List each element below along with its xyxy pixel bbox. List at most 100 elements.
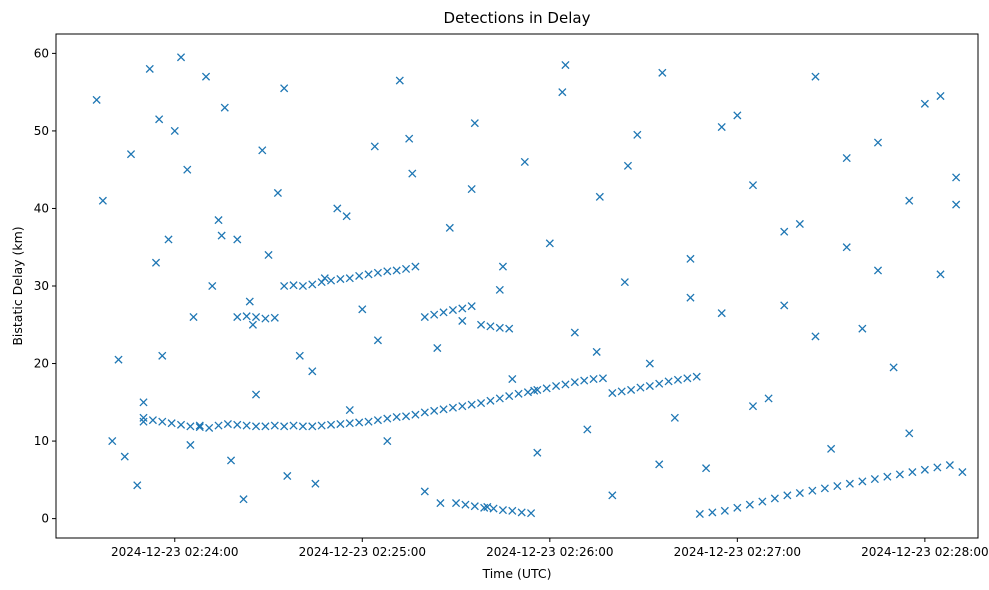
x-tick-label: 2024-12-23 02:27:00 [674,545,801,559]
data-point-marker [195,421,204,430]
data-point-marker [514,389,523,398]
data-point-marker [336,419,345,429]
data-point-marker [870,475,879,484]
data-point-marker [214,216,223,225]
data-point-marker [480,503,489,512]
data-point-marker [498,506,507,515]
data-point-marker [658,68,667,77]
data-point-marker [114,355,123,364]
data-point-marker [433,343,442,353]
data-point-marker [251,390,261,399]
data-point-marker [717,122,726,132]
data-point-marker [392,266,401,275]
data-point-marker [148,416,157,425]
data-point-marker [795,488,804,498]
data-point-marker [533,385,542,394]
data-point-marker [283,471,292,481]
data-point-marker [373,268,382,277]
data-point-marker [620,278,629,287]
data-point-marker [936,91,945,101]
x-tick-label: 2024-12-23 02:24:00 [111,545,238,559]
data-point-marker [467,400,476,409]
data-point-marker [170,126,179,135]
y-tick-label: 50 [34,124,49,138]
data-point-marker [436,499,445,508]
x-tick-label: 2024-12-23 02:28:00 [861,545,988,559]
data-point-marker [326,276,336,285]
data-point-marker [308,280,317,289]
data-point-marker [508,506,517,515]
data-point-marker [895,470,904,479]
data-point-marker [448,305,457,315]
data-point-marker [592,347,601,356]
data-point-marker [373,416,382,425]
data-point-marker [717,309,726,318]
data-point-marker [889,363,898,372]
data-point-marker [952,200,961,209]
data-point-marker [580,376,589,385]
data-point-marker [408,169,417,178]
data-point-marker [598,374,608,383]
data-point-marker [670,413,679,422]
data-point-marker [758,497,767,506]
data-point-marker [655,379,664,388]
data-point-marker [273,188,282,198]
data-point-marker [220,103,229,112]
data-point-marker [489,504,498,513]
data-point-marker [411,262,420,271]
data-point-marker [133,481,142,490]
data-point-marker [458,316,467,325]
data-point-marker [476,320,486,329]
data-point-marker [364,417,373,426]
data-point-marker [486,322,495,331]
data-point-marker [623,161,633,170]
data-point-marker [845,479,854,488]
data-point-marker [289,421,298,430]
y-tick-label: 20 [34,357,49,371]
data-point-marker [355,418,364,427]
data-point-marker [533,448,542,457]
data-point-marker [945,461,954,470]
data-point-marker [186,422,195,431]
data-point-marker [405,134,414,143]
data-point-marker [208,281,217,291]
data-point-marker [233,420,242,429]
data-point-marker [176,53,186,62]
data-point-marker [411,410,420,419]
data-point-marker [589,374,598,384]
data-point-marker [439,308,448,317]
data-point-marker [673,375,683,384]
data-point-marker [226,456,236,465]
y-tick-label: 60 [34,46,49,60]
y-tick-label: 0 [41,512,49,526]
data-point-marker [289,281,298,290]
data-point-marker [505,392,514,401]
data-point-marker [505,324,514,333]
data-point-marker [139,398,148,407]
data-point-marker [908,468,917,477]
data-point-marker [420,312,429,322]
data-point-marker [420,408,429,417]
data-point-marker [258,146,267,155]
data-point-marker [664,377,673,386]
data-point-marker [552,381,561,391]
data-point-marker [445,223,454,232]
data-point-marker [808,486,817,495]
data-point-marker [905,196,914,205]
data-point-marker [186,440,195,450]
data-point-marker [708,508,717,517]
data-point-marker [858,477,867,486]
data-point-marker [270,313,279,322]
data-point-marker [383,414,392,423]
data-point-marker [764,394,773,403]
data-point-marker [176,420,186,429]
x-axis: 2024-12-23 02:24:00 2024-12-23 02:25:00 20… [111,538,989,559]
data-point-marker [448,403,457,412]
data-point-marker [527,509,536,518]
data-point-marker [873,266,883,275]
data-point-marker [139,413,148,422]
data-point-marker [401,264,411,274]
data-point-marker [311,479,320,488]
data-point-marker [795,219,804,229]
